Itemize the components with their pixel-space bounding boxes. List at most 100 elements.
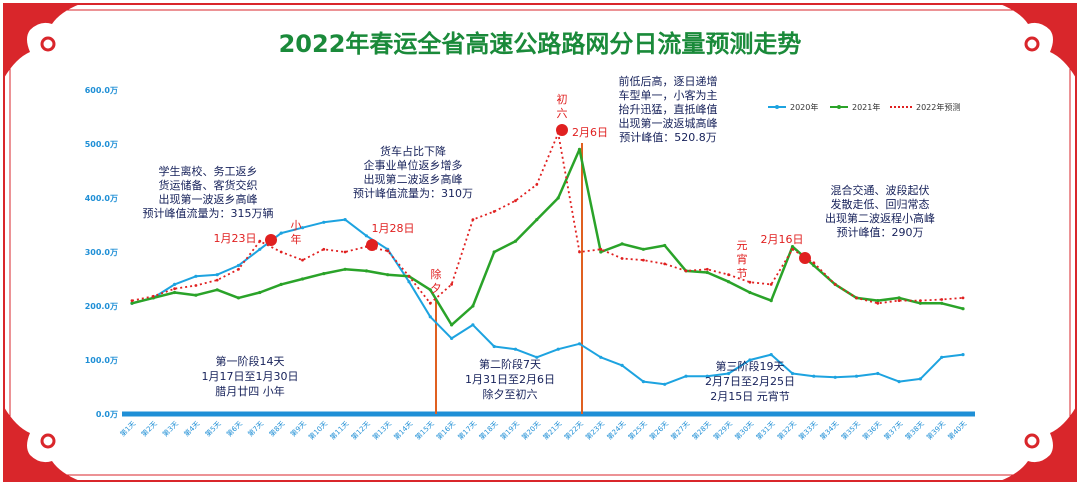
- data-point-2022-forecast: [258, 239, 262, 243]
- legend-item-2022: 2022年预测: [890, 102, 960, 112]
- legend-label-2020: 2020年: [790, 102, 818, 112]
- data-point-2020: [173, 282, 177, 286]
- annotation-line: 抬升迅猛，直抵峰值: [619, 102, 718, 116]
- data-point-2020: [705, 374, 709, 378]
- x-tick-label: 第27天: [669, 419, 692, 442]
- data-point-2021: [641, 247, 646, 251]
- legend: 2020年 2021年 2022年预测: [768, 102, 960, 112]
- peak-marker-jan23: [265, 234, 277, 246]
- festival-char: 元: [737, 239, 748, 252]
- data-point-2021: [513, 239, 518, 243]
- peak-marker-feb16: [799, 252, 811, 264]
- festival-xiaonian: 小 年: [291, 219, 302, 246]
- annotation-line: 发散走低、回归常态: [831, 197, 930, 211]
- y-axis-ticks: 0.0万 100.0万 200.0万 300.0万 400.0万 500.0万 600.0万: [85, 86, 118, 419]
- legend-label-2022: 2022年预测: [916, 102, 960, 112]
- stage2-description: 第二阶段7天 1月31日至2月6日 除夕至初六: [465, 357, 555, 401]
- y-tick-label: 0.0万: [96, 410, 118, 419]
- stage-line: 除夕至初六: [483, 387, 538, 401]
- data-point-2021: [258, 290, 262, 295]
- data-point-2021: [748, 290, 752, 295]
- data-point-2020: [492, 344, 496, 349]
- data-point-2022-forecast: [450, 283, 453, 286]
- date-label-jan23: 1月23日: [214, 232, 257, 245]
- series-line-2022-forecast: [131, 132, 964, 305]
- data-point-2021: [812, 263, 816, 268]
- festival-chuxi: 除 夕: [431, 267, 442, 295]
- data-point-2022-forecast: [663, 262, 667, 266]
- data-point-2020: [854, 374, 859, 378]
- annotation-phase1-peak: 学生离校、务工返乡 货运储备、客货交织 出现第一波返乡高峰 预计峰值流量为：31…: [143, 164, 274, 220]
- data-point-2020: [279, 231, 283, 235]
- data-point-2022-forecast: [407, 274, 411, 278]
- data-point-2022-forecast: [833, 283, 837, 286]
- data-point-2021: [194, 293, 198, 297]
- data-point-2020: [812, 374, 816, 378]
- annotation-line: 混合交通、波段起伏: [831, 183, 930, 197]
- data-point-2022-forecast: [343, 250, 347, 254]
- y-tick-label: 600.0万: [85, 86, 118, 95]
- x-tick-label: 第21天: [541, 419, 564, 442]
- x-tick-label: 第25天: [626, 419, 649, 442]
- date-label-feb6: 2月6日: [572, 126, 608, 139]
- data-point-2022-forecast: [279, 250, 283, 254]
- x-tick-label: 第13天: [371, 419, 394, 442]
- stage1-description: 第一阶段14天 1月17日至1月30日 腊月廿四 小年: [202, 354, 299, 398]
- data-point-2021: [663, 243, 667, 248]
- data-point-2020: [940, 355, 944, 359]
- y-tick-label: 200.0万: [85, 302, 118, 311]
- data-point-2022-forecast: [215, 278, 219, 282]
- peak-marker-jan28: [366, 239, 378, 251]
- x-tick-label: 第19天: [498, 419, 521, 442]
- x-tick-label: 第12天: [349, 419, 372, 442]
- x-tick-label: 第8天: [267, 419, 286, 438]
- x-tick-label: 第28天: [690, 419, 713, 442]
- stage-line: 腊月廿四 小年: [215, 384, 285, 398]
- data-point-2021: [173, 290, 177, 295]
- stage-line: 第二阶段7天: [479, 357, 541, 371]
- stage-line: 1月17日至1月30日: [202, 370, 299, 383]
- festival-char: 小: [291, 219, 302, 232]
- data-point-2022-forecast: [173, 287, 177, 291]
- corner-ornament-top-left-icon: [4, 4, 80, 78]
- annotation-line: 预计峰值流量为：315万辆: [143, 206, 274, 220]
- x-tick-label: 第39天: [925, 419, 948, 442]
- x-tick-label: 第33天: [797, 419, 820, 442]
- x-tick-label: 第17天: [456, 419, 479, 442]
- data-point-2022-forecast: [684, 269, 688, 273]
- annotation-phase2-peak: 货车占比下降 企事业单位返乡增多 出现第二波返乡高峰 预计峰值流量为：310万: [353, 144, 473, 200]
- data-point-2020: [599, 355, 603, 359]
- x-tick-label: 第35天: [839, 419, 862, 442]
- data-point-2021: [769, 299, 773, 303]
- data-point-2022-forecast: [130, 299, 134, 302]
- annotation-line: 前低后高，逐日递增: [619, 74, 718, 88]
- x-tick-label: 第40天: [946, 419, 969, 442]
- x-axis-ticks: 第1天 第2天 第3天 第4天 第5天 第6天 第7天 第8天 第9天 第10天 第11天 第12天第…: [118, 419, 968, 442]
- annotation-line: 预计峰值：290万: [837, 226, 924, 239]
- data-point-2020: [364, 234, 368, 238]
- data-point-2021: [343, 267, 347, 271]
- data-point-2022-forecast: [492, 210, 496, 213]
- data-point-2021: [300, 277, 305, 281]
- data-point-2022-forecast: [748, 280, 752, 284]
- data-point-2020: [322, 220, 326, 224]
- data-point-2020: [620, 363, 624, 367]
- stage3-description: 第三阶段19天 2月7日至2月25日 2月15日 元宵节: [705, 359, 795, 403]
- x-tick-label: 第1天: [118, 419, 137, 438]
- data-point-2021: [322, 272, 326, 276]
- data-point-2021: [918, 301, 923, 305]
- annotation-line: 出现第一波返城高峰: [619, 116, 718, 130]
- data-point-2020: [769, 353, 773, 357]
- stage-line: 2月7日至2月25日: [705, 375, 795, 388]
- data-point-2022-forecast: [237, 267, 240, 271]
- x-tick-label: 第15天: [413, 419, 436, 442]
- data-point-2021: [577, 147, 582, 151]
- x-tick-label: 第14天: [392, 419, 415, 442]
- x-tick-label: 第26天: [648, 419, 671, 442]
- x-tick-label: 第20天: [520, 419, 543, 442]
- decorative-frame: [3, 3, 1077, 482]
- data-point-2022-forecast: [322, 247, 326, 251]
- data-point-2020: [300, 226, 305, 230]
- x-tick-label: 第6天: [225, 419, 244, 438]
